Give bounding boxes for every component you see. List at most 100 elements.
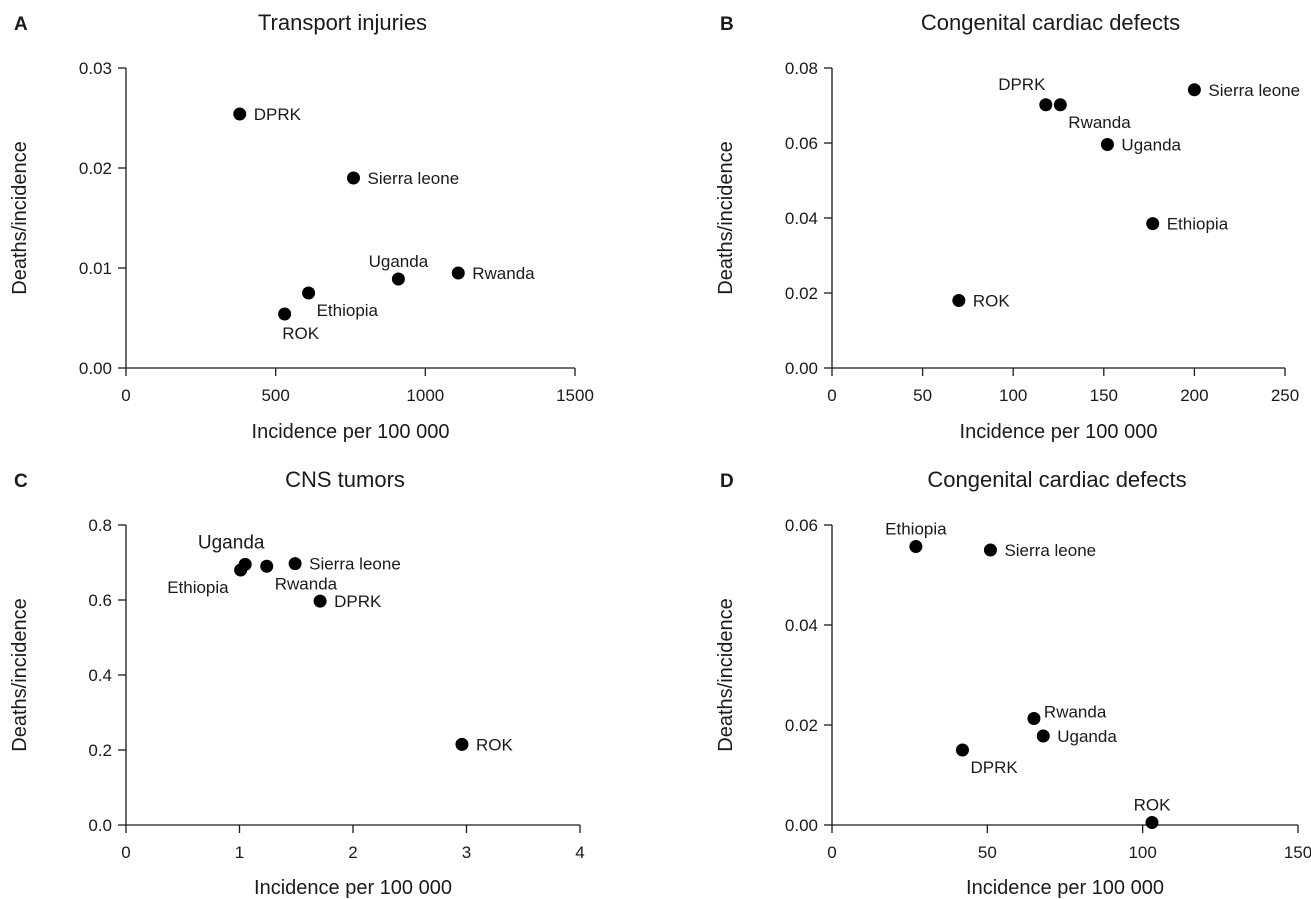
panel-d-point-label-sierra-leone: Sierra leone <box>1004 541 1096 560</box>
panel-b-x-tick-label: 150 <box>1090 386 1118 405</box>
panel-b-point-rwanda <box>1053 98 1067 112</box>
panel-b-point-label-rwanda: Rwanda <box>1068 113 1131 132</box>
panel-b-letter: B <box>720 14 734 35</box>
panel-c-y-tick-label: 0.6 <box>88 591 112 610</box>
panel-d-point-label-dprk: DPRK <box>970 758 1018 777</box>
panel-b-x-axis-label: Incidence per 100 000 <box>960 421 1158 443</box>
panel-a-point-label-ethiopia: Ethiopia <box>317 301 379 320</box>
panel-c-x-tick-label: 0 <box>121 843 130 862</box>
panel-d-letter: D <box>720 471 734 492</box>
panel-b-x-tick-label: 0 <box>827 386 836 405</box>
panel-c-point-label-uganda: Uganda <box>198 532 265 553</box>
panel-d-x-tick-label: 100 <box>1128 843 1156 862</box>
panel-c-point-ethiopia <box>234 563 248 577</box>
panel-a-point-label-rwanda: Rwanda <box>472 264 535 283</box>
panel-a-point-dprk <box>233 107 247 121</box>
panel-c-point-label-ethiopia: Ethiopia <box>167 578 229 597</box>
panel-a-y-tick-label: 0.02 <box>79 159 112 178</box>
panel-a-x-axis-label: Incidence per 100 000 <box>252 421 450 443</box>
panel-a-point-label-rok: ROK <box>282 324 320 343</box>
panel-c-x-tick-label: 1 <box>235 843 244 862</box>
panel-a-point-label-uganda: Uganda <box>369 252 429 271</box>
panel-b-point-ethiopia <box>1146 217 1160 231</box>
panel-d-point-uganda <box>1036 729 1050 743</box>
panel-c-x-tick-label: 3 <box>462 843 471 862</box>
panel-d-x-tick-label: 150 <box>1284 843 1311 862</box>
panel-a-point-label-sierra-leone: Sierra leone <box>367 169 459 188</box>
panel-c-point-sierra-leone <box>288 557 302 571</box>
panel-c-x-axis-label: Incidence per 100 000 <box>254 877 452 899</box>
panel-c-point-rok <box>455 737 469 751</box>
panel-a-point-rwanda <box>451 266 465 280</box>
panel-a-y-axis-label: Deaths/incidence <box>9 141 31 294</box>
panel-b-point-rok <box>952 294 966 307</box>
panel-d-y-axis-label: Deaths/incidence <box>715 598 737 751</box>
panel-a-title: Transport injuries <box>258 10 427 35</box>
panel-b-title: Congenital cardiac defects <box>921 10 1180 35</box>
panel-c-y-tick-label: 0.8 <box>88 516 112 535</box>
panel-a-point-ethiopia <box>302 286 316 300</box>
panel-d-y-tick-label: 0.06 <box>785 516 818 535</box>
panel-d-point-sierra-leone <box>983 543 997 557</box>
panel-d-point-label-ethiopia: Ethiopia <box>885 520 947 539</box>
panel-b-point-label-sierra-leone: Sierra leone <box>1208 81 1300 100</box>
panel-c-letter: C <box>14 471 28 492</box>
panel-c-y-tick-label: 0.4 <box>88 666 112 685</box>
panel-c-x-tick-label: 4 <box>575 843 584 862</box>
panel-c-point-label-sierra-leone: Sierra leone <box>309 555 401 574</box>
panel-d-y-tick-label: 0.04 <box>785 616 818 635</box>
panel-c-point-label-dprk: DPRK <box>334 592 382 611</box>
panel-c-title: CNS tumors <box>285 467 405 492</box>
panel-c-point-rwanda <box>260 559 274 573</box>
panel-d-y-tick-label: 0.02 <box>785 716 818 735</box>
panel-a-x-tick-label: 500 <box>261 386 289 405</box>
panel-b-y-axis-label: Deaths/incidence <box>715 141 737 294</box>
panel-b-x-tick-label: 250 <box>1271 386 1299 405</box>
panel-b-x-tick-label: 50 <box>913 386 932 405</box>
panel-a-x-tick-label: 1000 <box>406 386 444 405</box>
panel-a-x-tick-label: 1500 <box>556 386 594 405</box>
panel-b-x-tick-label: 200 <box>1180 386 1208 405</box>
panel-a-point-label-dprk: DPRK <box>254 105 302 124</box>
panel-d-y-tick-label: 0.00 <box>785 816 818 835</box>
panel-b-y-tick-label: 0.02 <box>785 284 818 303</box>
panel-c-y-tick-label: 0.0 <box>88 816 112 835</box>
panel-d-point-label-rwanda: Rwanda <box>1044 703 1107 722</box>
panel-b-point-label-dprk: DPRK <box>998 75 1046 94</box>
panel-a-y-tick-label: 0.01 <box>79 259 112 278</box>
panel-d-point-rok <box>1145 816 1159 829</box>
panel-a-point-sierra-leone <box>346 171 360 185</box>
panel-b-x-tick-label: 100 <box>999 386 1027 405</box>
panel-c-x-tick-label: 2 <box>348 843 357 862</box>
panel-b-y-tick-label: 0.06 <box>785 134 818 153</box>
panel-d-point-label-uganda: Uganda <box>1057 727 1117 746</box>
panel-d-x-axis-label: Incidence per 100 000 <box>966 877 1164 899</box>
panel-c-point-label-rok: ROK <box>476 735 513 754</box>
panel-b-y-tick-label: 0.04 <box>785 209 818 228</box>
panel-c-y-axis-label: Deaths/incidence <box>9 598 31 751</box>
panel-a-x-tick-label: 0 <box>121 386 130 405</box>
panel-d-x-tick-label: 50 <box>978 843 997 862</box>
panel-d-point-rwanda <box>1027 712 1041 725</box>
panel-b-point-uganda <box>1100 138 1114 151</box>
panel-b-point-label-ethiopia: Ethiopia <box>1167 215 1229 234</box>
panel-b-y-tick-label: 0.08 <box>785 59 818 78</box>
panel-d-point-ethiopia <box>909 540 923 553</box>
panel-b-point-label-rok: ROK <box>973 292 1011 311</box>
panel-a-y-tick-label: 0.00 <box>79 359 112 378</box>
panel-c-point-dprk <box>313 594 327 608</box>
panel-a-y-tick-label: 0.03 <box>79 59 112 78</box>
panel-d-point-dprk <box>955 743 969 757</box>
panel-b-point-dprk <box>1039 98 1053 112</box>
panel-c-point-label-rwanda: Rwanda <box>275 574 338 593</box>
panel-c-y-tick-label: 0.2 <box>88 741 112 760</box>
panel-d-point-label-rok: ROK <box>1134 796 1172 815</box>
panel-a-point-uganda <box>391 272 405 286</box>
panel-b-point-sierra-leone <box>1187 83 1201 97</box>
panel-a-letter: A <box>14 14 28 35</box>
panel-b-y-tick-label: 0.00 <box>785 359 818 378</box>
panel-a-point-rok <box>278 307 292 321</box>
panel-d-x-tick-label: 0 <box>827 843 836 862</box>
panel-d-title: Congenital cardiac defects <box>927 467 1186 492</box>
